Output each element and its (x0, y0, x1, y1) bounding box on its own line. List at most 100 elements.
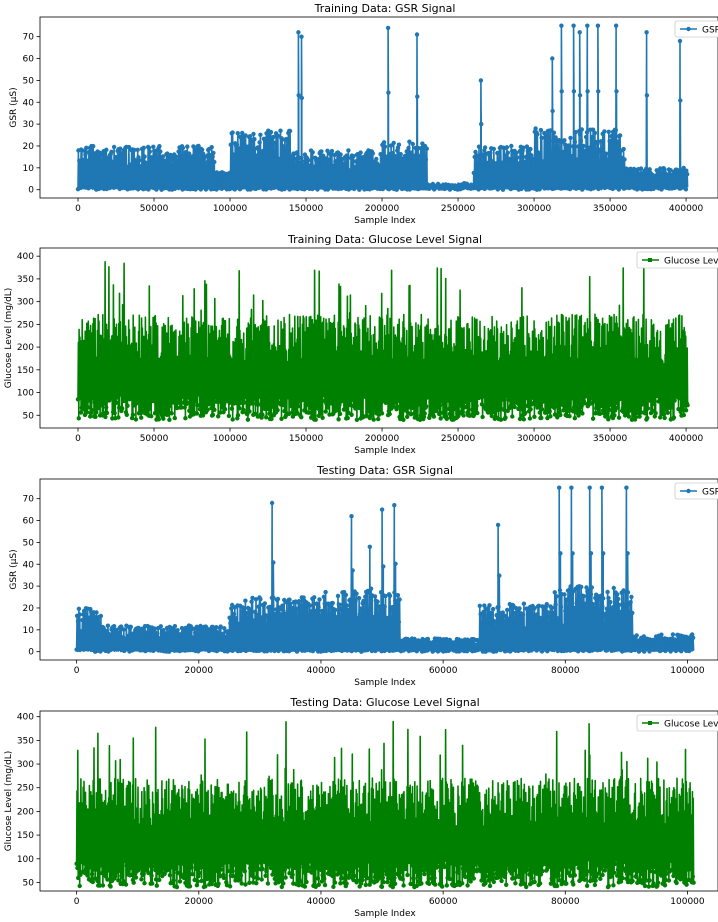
data-point (77, 612, 82, 617)
data-point (620, 620, 625, 625)
plot-frame (39, 710, 718, 892)
data-point (306, 865, 311, 870)
data-point (659, 632, 664, 637)
data-point (588, 592, 594, 597)
data-point (690, 635, 696, 640)
data-point (358, 606, 364, 611)
data-point (476, 859, 481, 865)
data-point (491, 146, 496, 152)
data-point (662, 883, 668, 888)
x-tick-label: 400000 (669, 204, 704, 214)
data-point (184, 637, 189, 642)
data-point (106, 868, 112, 873)
data-point (170, 865, 175, 870)
data-point (318, 867, 324, 873)
data-point (76, 875, 81, 881)
data-point (652, 864, 658, 870)
data-point (218, 867, 224, 872)
data-point (570, 621, 575, 626)
data-point (381, 564, 386, 569)
data-point (211, 632, 216, 637)
data-point (604, 606, 609, 611)
data-point (634, 874, 639, 880)
data-point (94, 862, 99, 868)
data-point (671, 415, 677, 420)
data-point (485, 164, 490, 169)
data-point (76, 606, 82, 611)
data-point (457, 392, 462, 397)
data-point (368, 586, 374, 591)
data-point (371, 618, 377, 623)
data-point (344, 153, 349, 158)
data-point (571, 23, 576, 28)
data-point (684, 882, 689, 887)
data-point (633, 415, 638, 420)
data-point (498, 417, 504, 422)
data-point (600, 403, 605, 409)
data-point (398, 152, 403, 157)
data-point (408, 150, 414, 155)
data-point (295, 411, 300, 416)
data-point (325, 864, 330, 870)
data-point (185, 144, 190, 149)
data-point (312, 167, 317, 172)
data-point (150, 881, 155, 886)
data-point (609, 625, 614, 631)
data-point (670, 632, 676, 637)
data-point (423, 157, 429, 162)
data-point (497, 617, 503, 622)
data-point (557, 619, 562, 624)
data-point (327, 604, 333, 610)
data-point (562, 138, 567, 143)
data-point (406, 145, 411, 151)
data-point (280, 144, 286, 149)
data-point (262, 601, 267, 606)
data-point (557, 153, 563, 158)
data-point (642, 883, 648, 889)
data-point (307, 395, 312, 401)
data-point (349, 869, 355, 874)
data-point (195, 879, 200, 884)
data-point (201, 395, 206, 400)
data-point (158, 149, 163, 154)
data-point (597, 614, 602, 619)
data-point (300, 158, 305, 164)
data-point (401, 161, 407, 166)
data-point (301, 165, 307, 171)
data-point (490, 606, 496, 612)
data-point (477, 863, 483, 868)
data-point (524, 144, 530, 149)
data-point (187, 408, 192, 413)
data-point (390, 604, 395, 610)
data-point (83, 867, 89, 872)
data-point (414, 156, 419, 162)
data-point (554, 883, 560, 889)
data-point (211, 150, 216, 156)
data-point (597, 399, 602, 404)
data-point (683, 408, 689, 413)
data-point (163, 391, 168, 396)
data-point (123, 859, 128, 864)
data-point (111, 404, 117, 409)
data-point (504, 882, 509, 887)
data-point (599, 485, 605, 490)
data-point (570, 144, 576, 149)
data-point (308, 858, 313, 863)
data-point (257, 391, 263, 396)
data-point (252, 618, 257, 623)
data-point (293, 165, 298, 171)
data-point (257, 140, 262, 145)
data-point (564, 881, 569, 886)
data-point (504, 145, 510, 150)
data-point (419, 881, 424, 886)
data-point (436, 859, 442, 865)
data-point (653, 411, 658, 416)
data-point (586, 153, 591, 158)
data-point (88, 414, 93, 419)
data-point (137, 859, 143, 865)
data-point (558, 551, 563, 556)
data-point (601, 596, 606, 601)
data-point (193, 630, 198, 635)
data-point (183, 416, 188, 421)
data-point (322, 882, 328, 888)
